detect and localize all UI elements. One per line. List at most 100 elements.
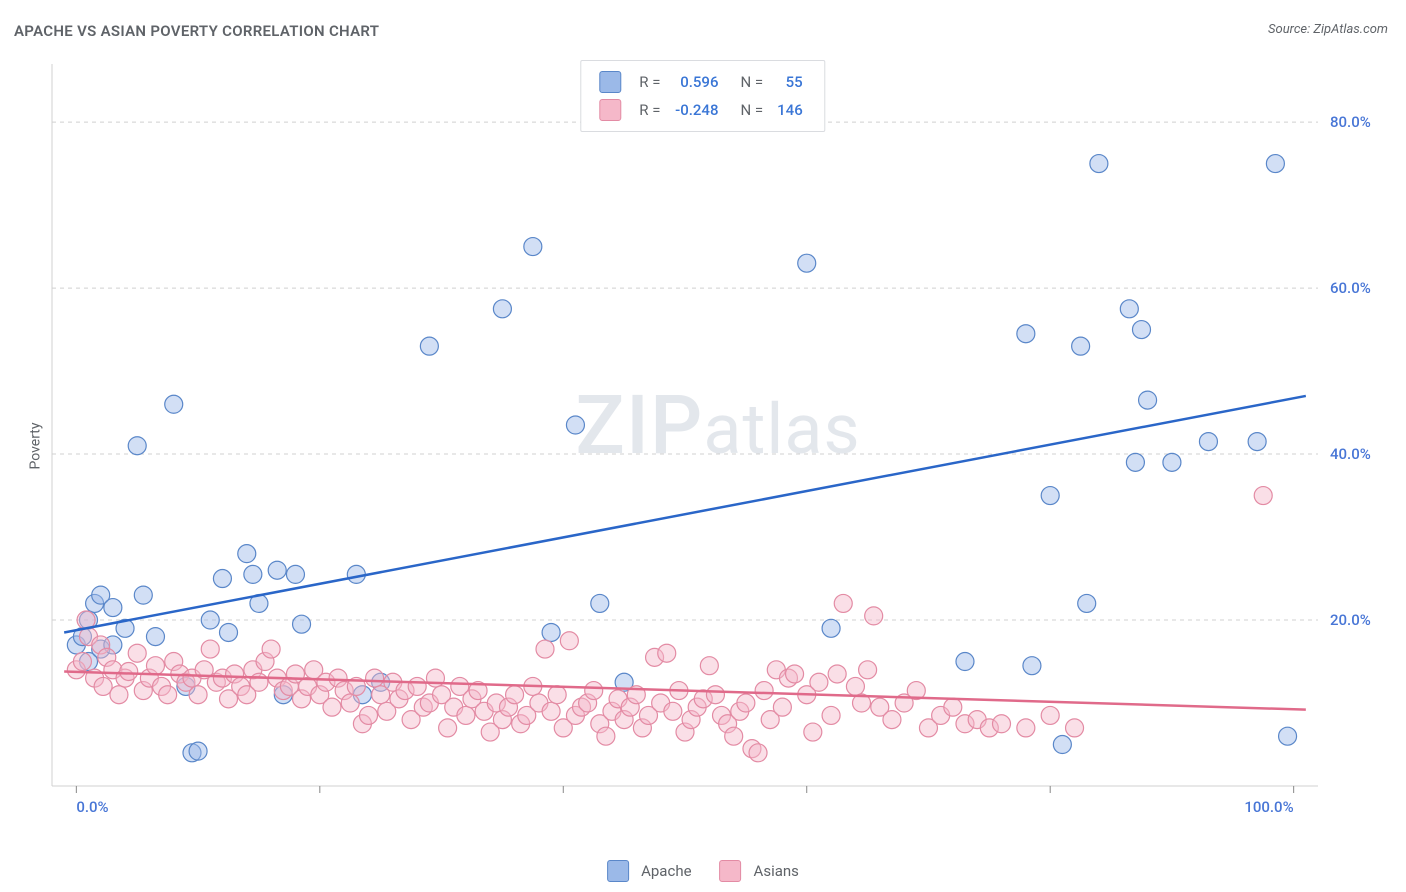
legend-r-label: R =	[633, 69, 666, 95]
data-point	[664, 702, 682, 720]
legend-swatch	[607, 860, 629, 882]
data-point	[944, 698, 962, 716]
data-point	[244, 565, 262, 583]
data-point	[810, 673, 828, 691]
data-point	[323, 698, 341, 716]
data-point	[1078, 594, 1096, 612]
data-point	[1266, 155, 1284, 173]
data-point	[591, 594, 609, 612]
legend-series-label: Apache	[641, 862, 691, 880]
data-point	[706, 686, 724, 704]
data-point	[146, 657, 164, 675]
x-tick-label: 0.0%	[76, 798, 108, 816]
y-tick-label: 20.0%	[1330, 611, 1371, 629]
data-point	[250, 673, 268, 691]
data-point	[798, 254, 816, 272]
legend-swatch	[599, 71, 621, 93]
legend-n-value: 55	[771, 69, 809, 95]
data-point	[159, 686, 177, 704]
data-point	[773, 698, 791, 716]
legend-bottom: Apache Asians	[607, 860, 799, 882]
legend-series-label: Asians	[754, 862, 799, 880]
data-point	[883, 711, 901, 729]
data-point	[700, 657, 718, 675]
data-point	[865, 607, 883, 625]
legend-top-row: R =-0.248N =146	[593, 97, 808, 123]
data-point	[286, 565, 304, 583]
x-tick-label: 100.0%	[1244, 798, 1293, 816]
data-point	[201, 611, 219, 629]
y-tick-label: 40.0%	[1330, 445, 1371, 463]
data-point	[755, 682, 773, 700]
legend-swatch	[720, 860, 742, 882]
data-point	[262, 640, 280, 658]
data-point	[439, 719, 457, 737]
legend-bottom-item: Asians	[720, 860, 799, 882]
legend-top-row: R =0.596N =55	[593, 69, 808, 95]
data-point	[524, 238, 542, 256]
data-point	[542, 623, 560, 641]
data-point	[658, 644, 676, 662]
data-point	[268, 561, 286, 579]
data-point	[585, 682, 603, 700]
legend-swatch	[599, 99, 621, 121]
data-point	[165, 395, 183, 413]
data-point	[238, 545, 256, 563]
plot-area: ZIPatlas 20.0%40.0%60.0%80.0%0.0%100.0%	[48, 56, 1388, 826]
data-point	[993, 715, 1011, 733]
legend-n-label: N =	[726, 69, 769, 95]
data-point	[548, 686, 566, 704]
legend-n-label: N =	[726, 97, 769, 123]
data-point	[737, 694, 755, 712]
data-point	[220, 623, 238, 641]
data-point	[1017, 325, 1035, 343]
data-point	[1041, 706, 1059, 724]
data-point	[1072, 337, 1090, 355]
data-point	[1066, 719, 1084, 737]
data-point	[1041, 487, 1059, 505]
data-point	[189, 686, 207, 704]
data-point	[420, 337, 438, 355]
data-point	[134, 586, 152, 604]
chart-svg: 20.0% 40.0% 60.0% 80.0% 0.0% 100.0%	[48, 56, 1388, 826]
data-point	[146, 628, 164, 646]
data-point	[566, 416, 584, 434]
data-point	[457, 706, 475, 724]
data-point	[104, 599, 122, 617]
legend-r-label: R =	[633, 97, 666, 123]
y-tick-label: 60.0%	[1330, 279, 1371, 297]
legend-r-value: -0.248	[668, 97, 724, 123]
legend-top: R =0.596N =55R =-0.248N =146	[580, 60, 825, 132]
chart-title: APACHE VS ASIAN POVERTY CORRELATION CHAR…	[14, 22, 379, 40]
data-point	[1248, 433, 1266, 451]
data-point	[1126, 453, 1144, 471]
data-point	[846, 677, 864, 695]
chart-container: APACHE VS ASIAN POVERTY CORRELATION CHAR…	[0, 0, 1406, 892]
data-point	[536, 640, 554, 658]
data-point	[426, 669, 444, 687]
data-point	[1090, 155, 1108, 173]
source-label: Source: ZipAtlas.com	[1268, 22, 1388, 37]
trend-line	[64, 396, 1306, 633]
data-point	[128, 437, 146, 455]
data-point	[120, 662, 138, 680]
data-point	[804, 723, 822, 741]
data-point	[1017, 719, 1035, 737]
data-point	[493, 300, 511, 318]
data-point	[749, 744, 767, 762]
y-tick-label: 80.0%	[1330, 113, 1371, 131]
data-point	[542, 702, 560, 720]
data-point	[1279, 727, 1297, 745]
data-point	[1254, 487, 1272, 505]
data-point	[725, 727, 743, 745]
data-point	[366, 669, 384, 687]
data-point	[110, 686, 128, 704]
data-point	[822, 706, 840, 724]
data-point	[506, 686, 524, 704]
data-point	[293, 615, 311, 633]
data-point	[1023, 657, 1041, 675]
data-point	[859, 661, 877, 679]
data-point	[1053, 736, 1071, 754]
data-point	[560, 632, 578, 650]
data-point	[408, 677, 426, 695]
